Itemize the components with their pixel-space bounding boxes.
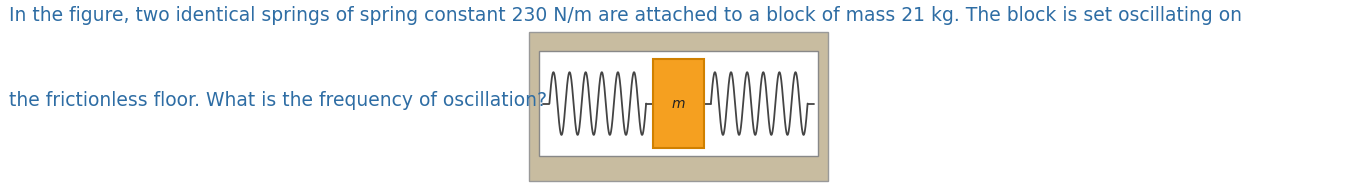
FancyBboxPatch shape bbox=[529, 32, 828, 180]
FancyBboxPatch shape bbox=[539, 51, 818, 156]
Text: the frictionless floor. What is the frequency of oscillation?: the frictionless floor. What is the freq… bbox=[9, 91, 547, 110]
FancyBboxPatch shape bbox=[653, 59, 704, 148]
Text: m: m bbox=[672, 97, 685, 111]
Text: In the figure, two identical springs of spring constant 230 N/m are attached to : In the figure, two identical springs of … bbox=[9, 6, 1243, 25]
